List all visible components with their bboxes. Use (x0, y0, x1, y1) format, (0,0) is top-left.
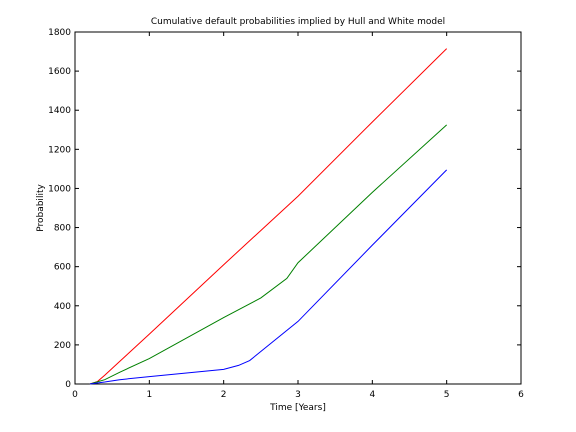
x-axis-label: Time [Years] (269, 403, 326, 413)
x-tick-label: 3 (295, 390, 301, 400)
y-tick-label: 200 (54, 341, 71, 351)
series-line (89, 169, 448, 385)
y-tick-label: 600 (54, 263, 71, 273)
y-tick-label: 1800 (48, 28, 71, 38)
y-tick-label: 1200 (48, 145, 71, 155)
series-line (89, 124, 448, 385)
x-axis-ticks: 0 1 2 3 4 5 6 (72, 32, 524, 400)
y-axis-label: Probability (36, 184, 46, 232)
y-tick-label: 0 (65, 380, 71, 390)
plot-area (74, 31, 522, 385)
y-tick-label: 800 (54, 224, 71, 234)
y-tick-label: 1600 (48, 67, 71, 77)
x-tick-label: 1 (146, 390, 152, 400)
x-tick-label: 5 (444, 390, 450, 400)
x-tick-label: 6 (518, 390, 524, 400)
y-tick-label: 400 (54, 302, 71, 312)
y-tick-label: 1000 (48, 184, 71, 194)
y-axis-ticks: 0 200 400 600 800 1000 1200 1400 1600 1800 (48, 28, 521, 390)
x-tick-label: 0 (72, 390, 78, 400)
x-tick-label: 2 (221, 390, 227, 400)
chart-title: Cumulative default probabilities implied… (151, 17, 445, 27)
x-tick-label: 4 (369, 390, 375, 400)
series-layer (89, 48, 448, 385)
y-tick-label: 1400 (48, 106, 71, 116)
series-line (89, 48, 448, 385)
